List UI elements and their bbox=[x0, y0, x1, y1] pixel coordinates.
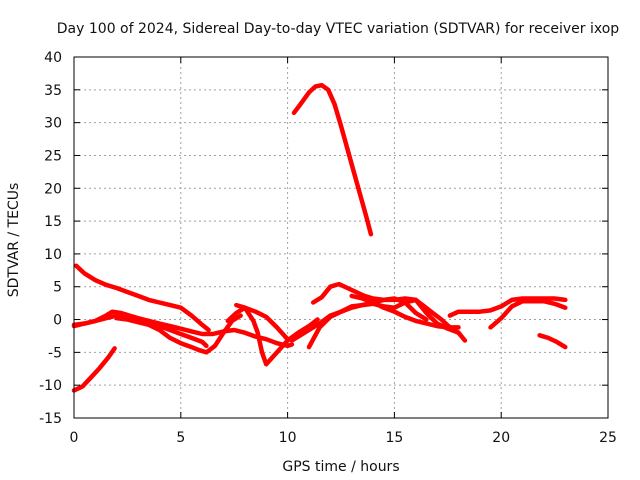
series-group bbox=[71, 82, 568, 393]
tick-marks bbox=[73, 56, 609, 419]
series-line-s3 bbox=[71, 313, 209, 349]
x-tick-label: 20 bbox=[492, 430, 510, 446]
x-axis-label: GPS time / hours bbox=[282, 459, 399, 475]
y-tick-label: -5 bbox=[48, 345, 62, 361]
plot-frame bbox=[73, 56, 609, 419]
x-tick-label: 0 bbox=[70, 430, 79, 446]
y-tick-label: 25 bbox=[44, 148, 62, 164]
y-tick-label: -10 bbox=[39, 378, 62, 394]
y-tick-label: 40 bbox=[44, 50, 62, 66]
grid-lines bbox=[74, 57, 608, 418]
x-tick-label: 10 bbox=[279, 430, 297, 446]
series-line-s12 bbox=[349, 293, 461, 330]
y-tick-label: 0 bbox=[53, 313, 62, 329]
series-line-s5 bbox=[71, 346, 117, 393]
series-line-s14 bbox=[488, 298, 568, 330]
y-tick-label: 30 bbox=[44, 116, 62, 132]
series-line-s8 bbox=[291, 82, 374, 237]
y-tick-label: 20 bbox=[44, 181, 62, 197]
series-line-s7 bbox=[234, 302, 290, 342]
x-tick-labels: 0 5 10 15 20 25 bbox=[70, 430, 617, 446]
series-line-s4 bbox=[114, 313, 243, 355]
series-line-s13 bbox=[447, 296, 568, 318]
chart-title: Day 100 of 2024, Sidereal Day-to-day VTE… bbox=[57, 21, 620, 37]
x-tick-label: 25 bbox=[599, 430, 617, 446]
y-tick-labels: -15 -10 -5 0 5 10 15 20 25 30 35 40 bbox=[39, 50, 62, 427]
y-tick-label: 10 bbox=[44, 247, 62, 263]
y-axis-label: SDTVAR / TECUs bbox=[6, 183, 22, 298]
y-tick-label: -15 bbox=[39, 411, 62, 427]
y-tick-label: 15 bbox=[44, 214, 62, 230]
x-tick-label: 5 bbox=[176, 430, 185, 446]
x-tick-label: 15 bbox=[385, 430, 403, 446]
y-tick-label: 35 bbox=[44, 83, 62, 99]
y-tick-label: 5 bbox=[53, 280, 62, 296]
series-line-s15 bbox=[537, 333, 568, 350]
series-line-s1 bbox=[73, 263, 211, 333]
